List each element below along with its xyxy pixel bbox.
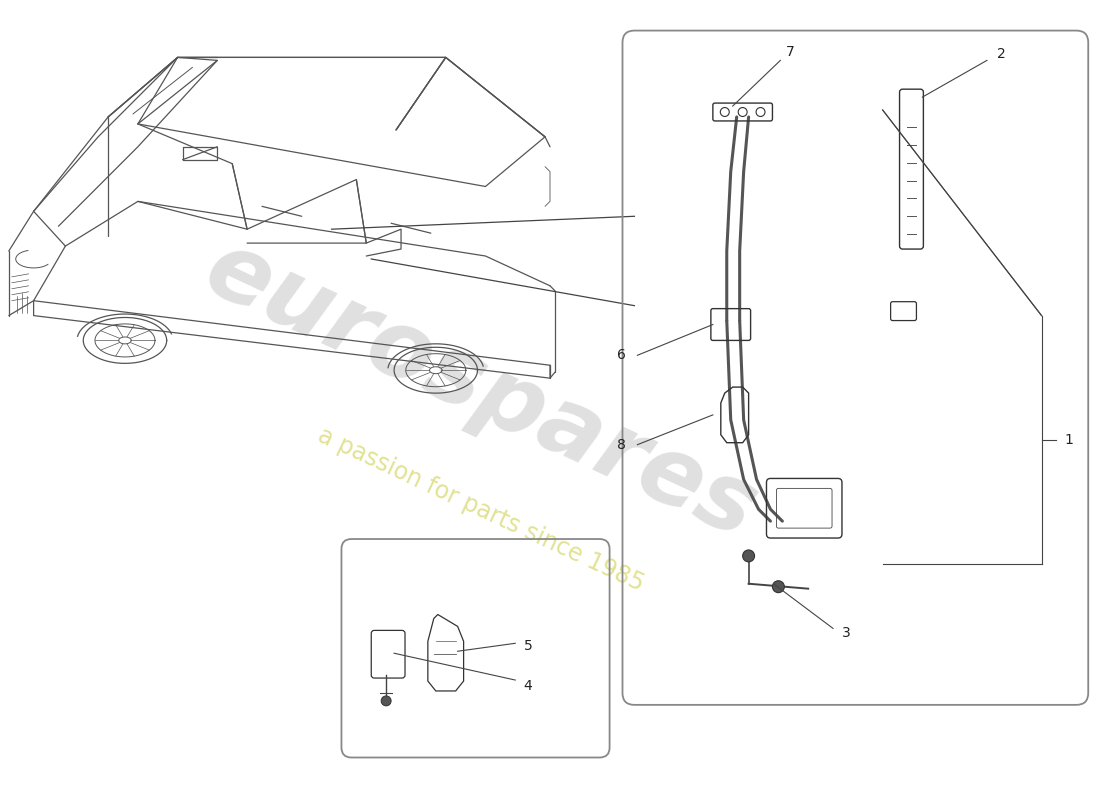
Text: a passion for parts since 1985: a passion for parts since 1985 xyxy=(314,423,648,595)
Text: eurospares: eurospares xyxy=(190,222,771,558)
Text: 7: 7 xyxy=(785,46,794,59)
Circle shape xyxy=(772,581,784,593)
Text: 1: 1 xyxy=(1064,433,1072,446)
Circle shape xyxy=(742,550,755,562)
Text: 3: 3 xyxy=(842,626,850,640)
Circle shape xyxy=(382,696,392,706)
Text: 8: 8 xyxy=(617,438,626,452)
Text: 6: 6 xyxy=(617,348,626,362)
Text: 2: 2 xyxy=(998,47,1006,62)
Text: 4: 4 xyxy=(524,679,532,693)
Text: 5: 5 xyxy=(524,639,532,654)
